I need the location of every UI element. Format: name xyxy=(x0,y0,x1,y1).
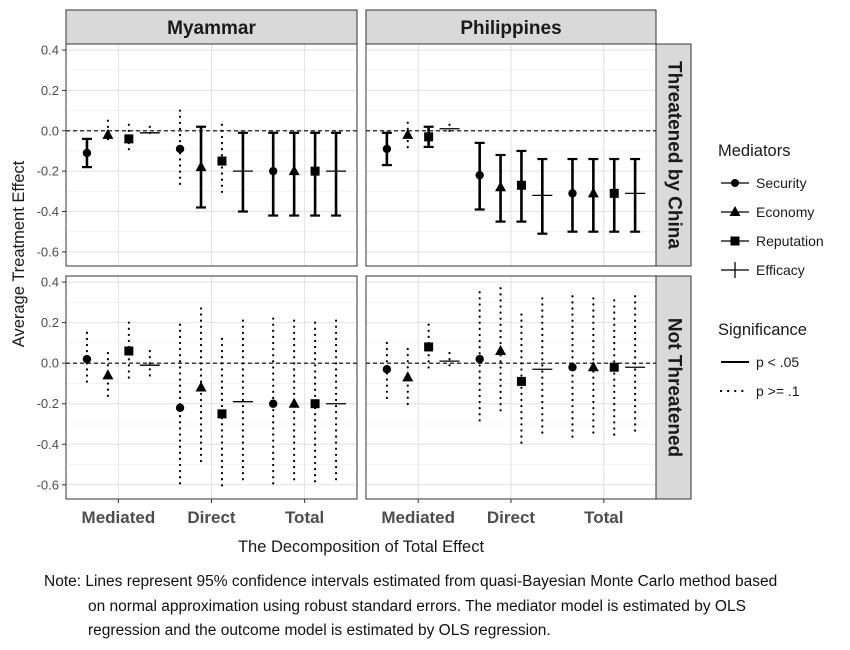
legend-title-significance: Significance xyxy=(718,321,807,339)
y-tick-label: -0.2 xyxy=(37,164,59,179)
legend-title-mediators: Mediators xyxy=(718,142,790,160)
point-reputation xyxy=(609,362,619,372)
y-tick-label: 0.2 xyxy=(41,83,59,98)
point-security xyxy=(382,365,392,374)
point-economy xyxy=(288,397,300,408)
point-reputation xyxy=(217,409,227,419)
facet-row-label: Threatened by China xyxy=(663,61,684,249)
point-reputation xyxy=(609,188,619,198)
x-tick-label: Total xyxy=(584,508,623,527)
point-security xyxy=(568,363,577,372)
point-economy xyxy=(587,361,599,372)
facet-column-strip xyxy=(65,9,358,45)
point-reputation xyxy=(124,134,134,144)
y-tick-label: 0.0 xyxy=(41,123,59,138)
point-economy xyxy=(102,369,114,380)
note-line-2: on normal approximation using robust sta… xyxy=(88,597,746,615)
legend-label-significance: p < .05 xyxy=(756,354,799,370)
point-security xyxy=(82,148,92,158)
y-tick-label: 0.4 xyxy=(41,275,59,290)
note-line-3: regression and the outcome model is esti… xyxy=(88,622,551,639)
facet-column-label: Philippines xyxy=(460,18,561,39)
y-tick-label: -0.6 xyxy=(37,477,59,492)
legend-key-circle xyxy=(731,179,739,187)
legend-label-security: Security xyxy=(756,175,807,191)
point-security xyxy=(268,399,278,408)
point-security xyxy=(475,354,484,364)
point-security xyxy=(475,170,484,180)
figure-note: Note: Lines represent 95% confidence int… xyxy=(44,570,834,644)
y-tick-label: -0.6 xyxy=(37,244,59,259)
point-security xyxy=(568,189,577,198)
x-axis-title: The Decomposition of Total Effect xyxy=(238,538,485,556)
point-economy xyxy=(495,181,507,192)
legend-key-square xyxy=(730,236,740,246)
x-tick-label: Direct xyxy=(487,508,536,527)
y-tick-label: -0.4 xyxy=(37,437,59,452)
legend-label-reputation: Reputation xyxy=(756,233,824,249)
point-security xyxy=(82,354,92,364)
point-reputation xyxy=(310,166,320,176)
y-tick-label: -0.2 xyxy=(37,396,59,411)
note-line-1: Note: Lines represent 95% confidence int… xyxy=(44,573,778,590)
point-economy xyxy=(195,381,207,392)
point-economy xyxy=(495,345,507,356)
y-tick-label: -0.4 xyxy=(37,204,59,219)
facet-column-label: Myammar xyxy=(167,18,256,39)
legend-key-triangle xyxy=(729,206,741,216)
point-economy xyxy=(402,128,414,139)
legend-label-efficacy: Efficacy xyxy=(756,262,805,278)
point-security xyxy=(268,166,278,176)
y-tick-label: 0.2 xyxy=(41,315,59,330)
point-reputation xyxy=(424,132,434,142)
point-economy xyxy=(288,165,300,176)
panel-border xyxy=(365,43,657,267)
facet-column-strip xyxy=(365,9,657,45)
legend-label-significance: p >= .1 xyxy=(756,383,800,399)
point-reputation xyxy=(516,180,526,190)
facet-row-strip xyxy=(655,43,692,267)
y-tick-label: 0.4 xyxy=(41,43,59,58)
point-economy xyxy=(102,128,114,139)
y-axis-title: Average Treatment Effect xyxy=(10,160,28,347)
point-reputation xyxy=(424,342,434,352)
point-economy xyxy=(195,161,207,172)
point-reputation xyxy=(124,346,134,356)
legend-label-economy: Economy xyxy=(756,204,814,220)
x-tick-label: Direct xyxy=(187,508,236,527)
point-security xyxy=(175,144,185,154)
panel-border xyxy=(65,43,358,267)
point-reputation xyxy=(217,156,227,166)
point-reputation xyxy=(310,399,320,409)
point-security xyxy=(175,403,185,412)
point-economy xyxy=(587,187,599,198)
facet-row-strip xyxy=(655,275,692,500)
point-economy xyxy=(402,371,414,382)
x-tick-label: Mediated xyxy=(381,508,455,527)
y-tick-label: 0.0 xyxy=(41,356,59,371)
point-security xyxy=(382,144,392,154)
x-tick-label: Mediated xyxy=(82,508,156,527)
x-tick-label: Total xyxy=(285,508,324,527)
facet-row-label: Not Threatened xyxy=(663,318,684,457)
point-reputation xyxy=(516,376,526,386)
